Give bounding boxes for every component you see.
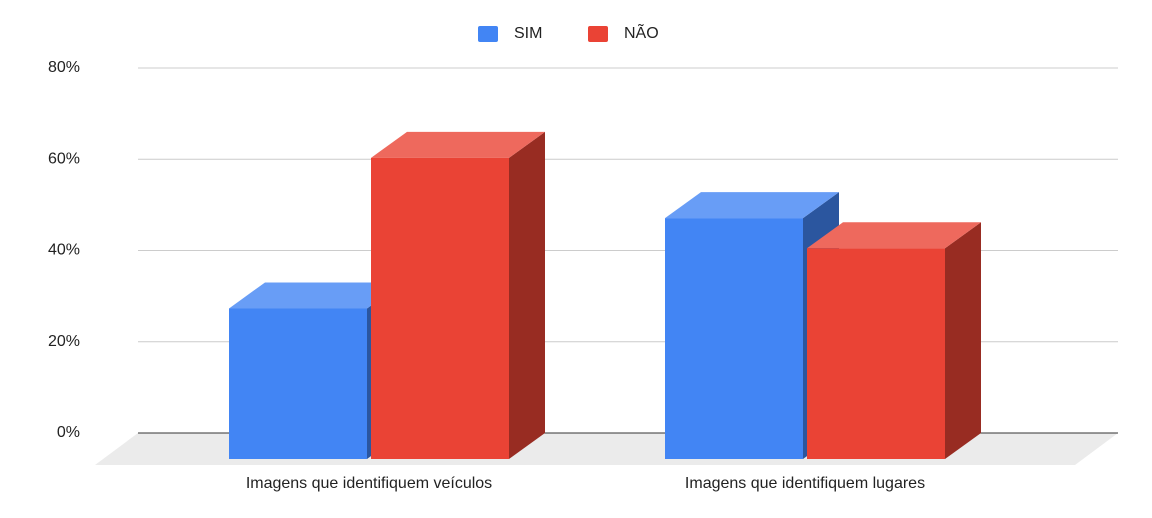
y-tick-label: 20%: [48, 333, 80, 350]
bar: [807, 222, 981, 459]
legend-label: SIM: [514, 25, 542, 42]
bar-front: [229, 308, 367, 459]
bar: [371, 131, 545, 459]
bar-top: [807, 222, 981, 249]
y-tick-label: 40%: [48, 242, 80, 259]
x-tick-label: Imagens que identifiquem veículos: [246, 475, 492, 492]
bar-front: [371, 157, 509, 459]
bar-side: [945, 222, 981, 459]
bar-top: [665, 192, 839, 219]
bar-front: [665, 218, 803, 459]
y-tick-label: 0%: [57, 424, 80, 441]
legend-swatch: [588, 26, 608, 42]
y-tick-label: 80%: [48, 59, 80, 76]
x-tick-label: Imagens que identifiquem lugares: [685, 475, 925, 492]
y-tick-label: 60%: [48, 150, 80, 167]
bar-front: [807, 248, 945, 459]
bar-top: [371, 131, 545, 158]
legend-label: NÃO: [624, 22, 659, 42]
bar-side: [509, 131, 545, 459]
bar-top: [229, 282, 403, 309]
legend-swatch: [478, 26, 498, 42]
